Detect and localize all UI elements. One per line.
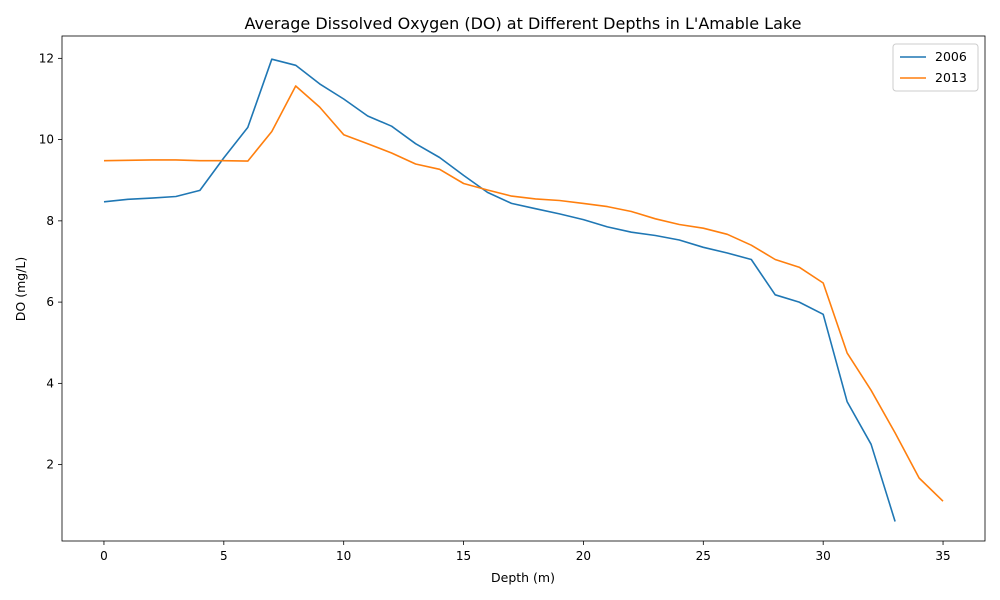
x-tick-label: 35 — [935, 549, 950, 563]
y-tick-label: 12 — [39, 51, 54, 65]
x-tick-label: 30 — [816, 549, 831, 563]
x-tick-label: 20 — [576, 549, 591, 563]
series-line-2006 — [103, 58, 896, 522]
x-tick-label: 15 — [456, 549, 471, 563]
series-layer — [103, 58, 944, 522]
y-tick-label: 10 — [39, 133, 54, 147]
plot-area — [61, 35, 986, 542]
y-axis-label: DO (mg/L) — [13, 257, 28, 321]
x-tick-label: 25 — [696, 549, 711, 563]
y-tick-label: 8 — [46, 214, 54, 228]
x-tick-label: 0 — [100, 549, 108, 563]
legend-label-2006: 2006 — [935, 49, 967, 64]
y-axis: 2 4 6 8 10 12 — [39, 51, 62, 472]
series-line-2013 — [103, 85, 944, 502]
legend: 2006 2013 — [892, 43, 979, 92]
y-tick-label: 4 — [46, 376, 54, 390]
x-tick-label: 5 — [220, 549, 228, 563]
chart-title: Average Dissolved Oxygen (DO) at Differe… — [245, 14, 802, 33]
y-tick-label: 2 — [46, 458, 54, 472]
legend-label-2013: 2013 — [935, 70, 967, 85]
y-tick-label: 6 — [46, 295, 54, 309]
legend-box — [892, 43, 979, 92]
x-axis: 0 5 10 15 20 25 30 35 — [100, 541, 951, 563]
x-axis-label: Depth (m) — [491, 570, 555, 585]
x-tick-label: 10 — [336, 549, 351, 563]
